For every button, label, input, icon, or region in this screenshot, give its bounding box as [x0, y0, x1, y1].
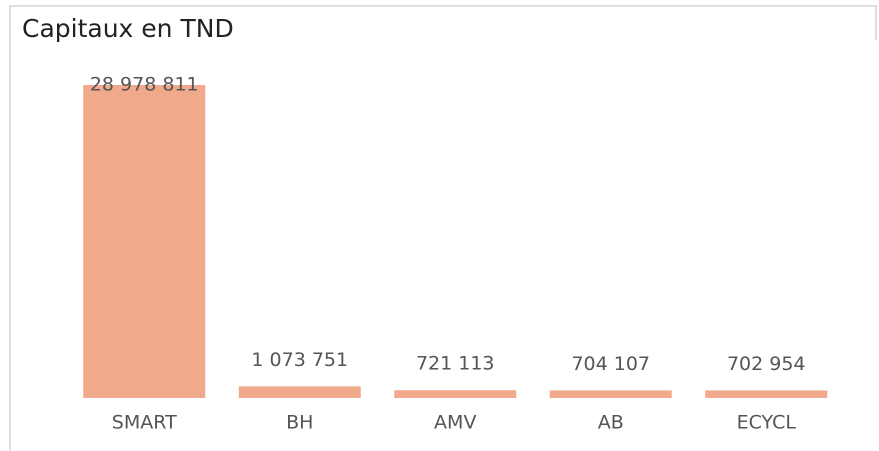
data-label: 1 073 751	[251, 349, 348, 371]
x-tick-label: AMV	[434, 412, 476, 434]
chart-title: Capitaux en TND	[22, 14, 234, 43]
bar	[394, 390, 517, 398]
bar	[238, 386, 361, 398]
bar	[83, 85, 206, 398]
data-label: 28 978 811	[90, 74, 199, 96]
x-tick-label: AB	[598, 412, 624, 434]
bar	[705, 390, 828, 398]
x-tick-label: BH	[286, 412, 313, 434]
x-tick-label: SMART	[112, 412, 177, 434]
data-label: 704 107	[571, 353, 650, 375]
data-label: 721 113	[416, 353, 495, 375]
x-tick-label: ECYCL	[737, 412, 797, 434]
panel-border	[9, 5, 877, 451]
bar	[549, 390, 672, 398]
data-label: 702 954	[727, 353, 806, 375]
